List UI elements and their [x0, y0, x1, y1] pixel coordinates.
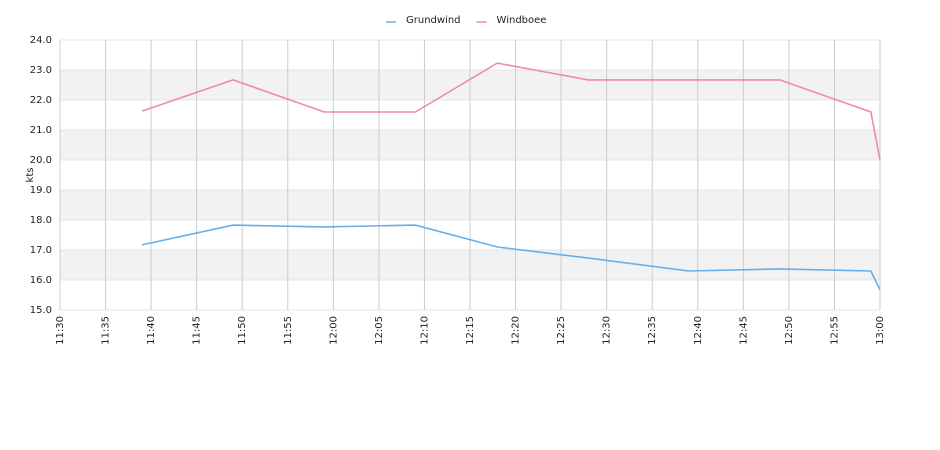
y-tick-label: 18.0	[30, 215, 52, 226]
x-tick-label: 11:40	[146, 316, 157, 345]
x-tick-label: 13:00	[875, 316, 886, 345]
series-line	[141, 62, 881, 161]
x-tick-label: 12:05	[374, 316, 385, 345]
x-tick-label: 12:45	[738, 316, 749, 345]
y-tick-label: 22.0	[30, 95, 52, 106]
x-tick-label: 11:55	[283, 316, 294, 345]
series-line	[141, 224, 881, 291]
x-tick-label: 12:30	[602, 316, 613, 345]
x-tick-label: 11:45	[192, 316, 203, 345]
x-tick-label: 11:30	[55, 316, 66, 345]
y-tick-label: 21.0	[30, 125, 52, 136]
y-tick-label: 24.0	[30, 35, 52, 46]
x-tick-label: 12:15	[465, 316, 476, 345]
x-tick-label: 12:35	[647, 316, 658, 345]
legend-label: Grundwind	[406, 15, 461, 26]
x-tick-label: 12:25	[556, 316, 567, 345]
legend-label: Windboee	[497, 15, 547, 26]
y-axis-label: kts	[25, 168, 36, 183]
y-tick-label: 20.0	[30, 155, 52, 166]
y-tick-label: 23.0	[30, 65, 52, 76]
x-tick-label: 12:20	[511, 316, 522, 345]
y-tick-label: 19.0	[30, 185, 52, 196]
x-tick-label: 11:50	[237, 316, 248, 345]
x-tick-label: 12:55	[829, 316, 840, 345]
y-tick-label: 17.0	[30, 245, 52, 256]
x-tick-label: 12:40	[693, 316, 704, 345]
y-tick-label: 16.0	[30, 275, 52, 286]
x-tick-label: 12:00	[328, 316, 339, 345]
y-tick-label: 15.0	[30, 305, 52, 316]
x-tick-label: 12:50	[784, 316, 795, 345]
x-tick-label: 12:10	[419, 316, 430, 345]
x-tick-label: 11:35	[101, 316, 112, 345]
